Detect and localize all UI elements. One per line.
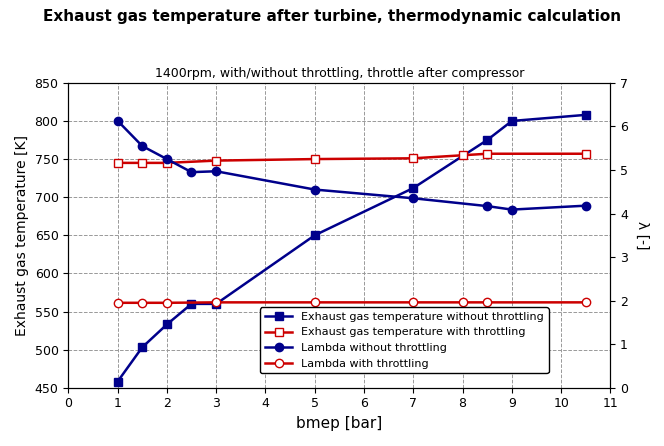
Text: Exhaust gas temperature after turbine, thermodynamic calculation: Exhaust gas temperature after turbine, t… — [43, 9, 621, 24]
X-axis label: bmep [bar]: bmep [bar] — [296, 416, 382, 431]
Y-axis label: Exhaust gas temperature [K]: Exhaust gas temperature [K] — [15, 135, 29, 336]
Y-axis label: λ [-]: λ [-] — [635, 221, 649, 250]
Title: 1400rpm, with/without throttling, throttle after compressor: 1400rpm, with/without throttling, thrott… — [155, 67, 524, 80]
Legend: Exhaust gas temperature without throttling, Exhaust gas temperature with throttl: Exhaust gas temperature without throttli… — [260, 307, 548, 373]
